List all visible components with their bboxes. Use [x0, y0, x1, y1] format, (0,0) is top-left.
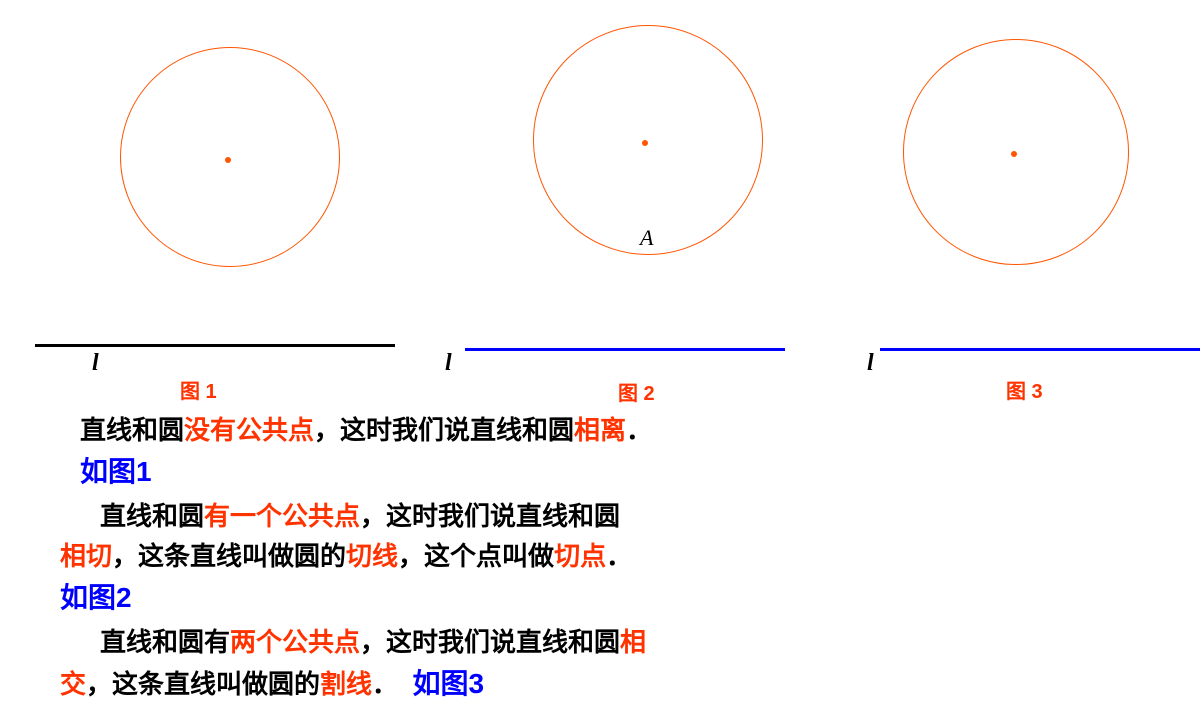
p3-seg4a: 相	[620, 627, 646, 657]
p1-seg1: 直线和圆	[80, 415, 184, 445]
fig1-center-dot	[225, 157, 231, 163]
p1-seg4: 相离	[574, 415, 626, 445]
p1-seg5: ．	[626, 415, 652, 445]
p3-seg7: ．	[372, 669, 398, 699]
fig2-line	[465, 348, 785, 351]
p2-ref-text: 如图2	[60, 582, 132, 613]
fig2-label-l: l	[445, 350, 452, 377]
p3-seg5: ，这条直线叫做圆的	[86, 669, 320, 699]
fig2-center-dot	[642, 140, 648, 146]
p2-seg3: ，这时我们说直线和圆	[360, 501, 620, 531]
p3-seg6: 割线	[320, 669, 372, 699]
p3-line1: 直线和圆有两个公共点，这时我们说直线和圆相	[100, 622, 1160, 662]
p3-line2: 交，这条直线叫做圆的割线． 如图3	[60, 662, 1160, 705]
p2-seg1: 直线和圆	[100, 501, 204, 531]
p2-seg4: 相切	[60, 541, 112, 571]
p1-ref-text: 如图1	[80, 456, 152, 487]
p3-seg1: 直线和圆有	[100, 627, 230, 657]
p2-ref: 如图2	[60, 576, 1160, 619]
p1-seg3: ，这时我们说直线和圆	[314, 415, 574, 445]
p2-seg8: 切点	[554, 541, 606, 571]
p3-seg2: 两个公共点	[230, 627, 360, 657]
fig1-line	[35, 344, 395, 347]
fig3-line	[880, 348, 1200, 351]
p1-seg2: 没有公共点	[184, 415, 314, 445]
p2-seg5: ，这条直线叫做圆的	[112, 541, 346, 571]
p2-seg6: 切线	[346, 541, 398, 571]
fig2-circle	[533, 25, 763, 255]
p2-line2: 相切，这条直线叫做圆的切线，这个点叫做切点．	[60, 536, 1160, 576]
explanation-text: 直线和圆没有公共点，这时我们说直线和圆相离． 如图1 直线和圆有一个公共点，这时…	[60, 410, 1160, 705]
fig3-center-dot	[1011, 151, 1017, 157]
p2-line1: 直线和圆有一个公共点，这时我们说直线和圆	[100, 496, 1160, 536]
p1-line1: 直线和圆没有公共点，这时我们说直线和圆相离．	[80, 410, 1160, 450]
fig2-label-A: A	[640, 225, 653, 251]
p3-seg4b: 交	[60, 669, 86, 699]
fig1-label-l: l	[92, 350, 99, 377]
p3-seg3: ，这时我们说直线和圆	[360, 627, 620, 657]
fig1-caption: 图 1	[180, 375, 217, 404]
p1-ref: 如图1	[80, 450, 1160, 493]
p3-ref-text: 如图3	[413, 668, 485, 699]
diagram-area: l 图 1 A l 图 2 l 图 3	[0, 0, 1200, 400]
p2-seg9: ．	[606, 541, 632, 571]
fig3-caption: 图 3	[1006, 375, 1043, 404]
p2-seg7: ，这个点叫做	[398, 541, 554, 571]
p2-seg2: 有一个公共点	[204, 501, 360, 531]
fig2-caption: 图 2	[618, 377, 655, 406]
fig3-label-l: l	[867, 350, 874, 377]
